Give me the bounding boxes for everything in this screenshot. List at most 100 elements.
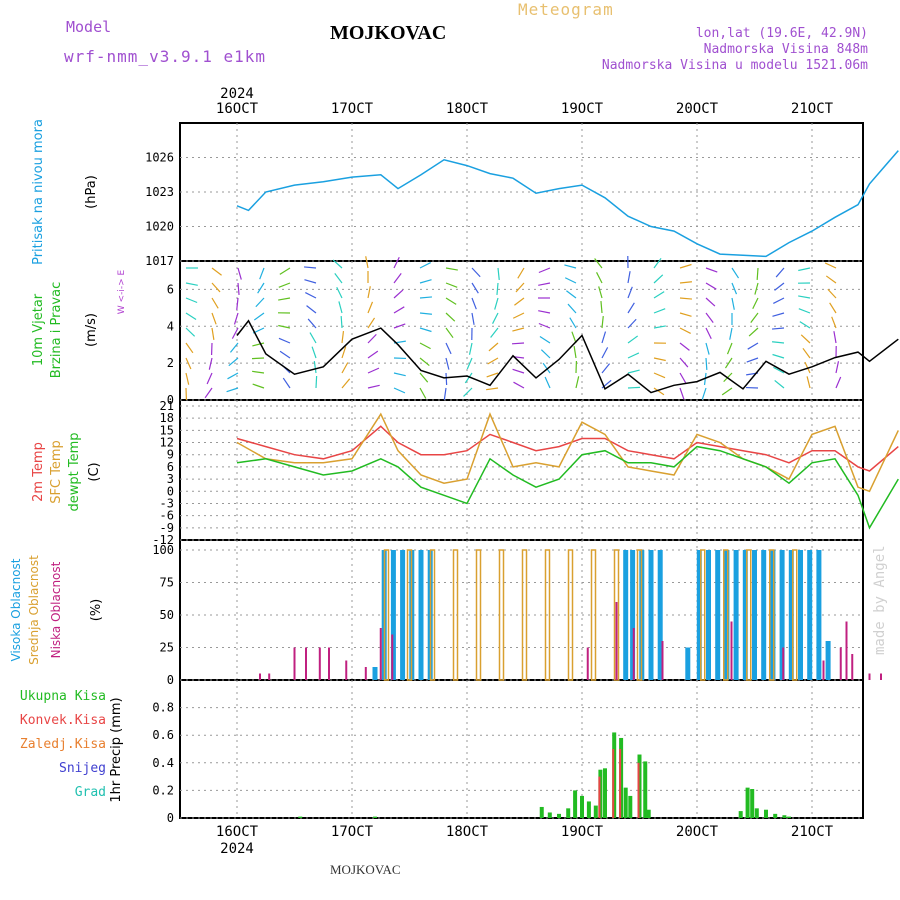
wind-arrow — [393, 289, 404, 299]
wind-arrow — [497, 267, 500, 280]
cloud-bar-mid — [590, 549, 597, 681]
precip-legend-item: Snijeg — [59, 761, 106, 776]
wind-arrow — [208, 357, 213, 370]
wind-arrow — [774, 379, 785, 389]
temperature-ytick: 3 — [167, 472, 174, 486]
cloud-bar-mid — [769, 549, 775, 681]
precip-bar-total — [580, 795, 584, 818]
wind-arrow — [341, 378, 351, 389]
temperature-ytick: -12 — [152, 533, 174, 547]
precip-bar-total — [782, 815, 787, 818]
wind-arrow — [443, 387, 447, 400]
year-label-bottom: 2024 — [220, 841, 254, 857]
cloud-bar-mid — [723, 549, 729, 681]
precip-bar-total — [603, 768, 607, 818]
precip-bar-conv — [612, 749, 615, 818]
cloud-bar-high — [630, 550, 636, 680]
wind-arrow — [750, 312, 759, 323]
cloud-bar-low — [615, 602, 618, 680]
wind-arrow — [419, 387, 427, 399]
wind-arrow — [185, 282, 198, 286]
wind-arrow — [798, 267, 811, 272]
wind-arrow — [731, 282, 738, 295]
wind-arrow — [705, 342, 710, 355]
wind-arrow — [486, 372, 499, 378]
cloud-bar-mid — [498, 549, 505, 681]
cloud-bar-high — [657, 550, 663, 680]
cloud-bar-mid — [746, 549, 752, 681]
wind-arrow — [731, 267, 740, 279]
wind-arrow — [419, 296, 433, 299]
pressure-ytick: 1023 — [145, 185, 174, 199]
temperature-ytick: 21 — [160, 399, 174, 413]
wind-arrow — [653, 372, 666, 379]
wind-arrow — [252, 342, 265, 347]
precip-bar-total — [754, 808, 759, 818]
cloud-title-2: Srednja Oblacnost — [27, 555, 41, 665]
wind-arrow — [471, 282, 479, 294]
wind-arrow — [490, 327, 499, 338]
wind-arrow — [627, 369, 640, 374]
wind-arrow — [309, 332, 317, 344]
pressure-unit: (hPa) — [84, 175, 99, 209]
wind-arrow — [279, 350, 291, 359]
precip-bar-total — [773, 813, 778, 818]
temp-title-2: SFC Temp — [49, 440, 64, 504]
temperature-ytick: -9 — [160, 521, 174, 535]
wind-arrow — [419, 327, 432, 333]
wind-arrow — [367, 350, 379, 359]
date-label-top: 18OCT — [446, 101, 489, 117]
precip-bar-total — [764, 809, 768, 818]
date-label-top: 21OCT — [791, 101, 834, 117]
wind-arrow — [627, 286, 633, 299]
cloud-bar-mid — [567, 549, 574, 681]
wind-arrow — [306, 305, 317, 314]
wind-arrow — [228, 357, 239, 367]
precip-legend-item: Grad — [75, 785, 106, 800]
wind-arrow — [487, 357, 499, 365]
wind-arrow — [341, 362, 349, 374]
wind-arrow — [772, 341, 785, 344]
temp-unit: (C) — [87, 462, 102, 481]
temperature-ytick: 0 — [167, 484, 174, 498]
wind-arrow — [445, 327, 454, 339]
wind-arrow — [340, 315, 343, 329]
wind-arrow — [799, 321, 811, 329]
wind-arrow — [252, 370, 265, 374]
temp-line-1 — [236, 412, 899, 493]
wind-arrow — [705, 267, 718, 273]
precip-bar-total — [298, 816, 303, 818]
wind-speed-line — [236, 319, 899, 394]
cloud-bar-high — [798, 550, 803, 680]
precip-ytick: 0.2 — [152, 783, 174, 797]
wind-arrow — [514, 297, 525, 306]
wind-arrow — [721, 387, 733, 396]
temperature-ytick: 15 — [160, 423, 174, 437]
wind-arrow — [513, 381, 525, 389]
date-label-top: 17OCT — [331, 101, 374, 117]
wind-arrow — [393, 387, 406, 394]
wind-arrow — [303, 266, 317, 269]
precip-bar-total — [566, 808, 571, 818]
temperature-ytick: -6 — [160, 509, 174, 523]
temperature-ytick: 9 — [167, 448, 174, 462]
wind-arrow — [567, 303, 577, 314]
precip-bar-conv — [619, 749, 622, 818]
wind-arrow — [627, 352, 640, 359]
cloud-bar-low — [328, 647, 330, 680]
precip-bar-total — [593, 805, 598, 818]
wind-arrow — [512, 327, 525, 332]
cloud-bar-high — [788, 550, 794, 680]
precip-ytick: 0.8 — [152, 701, 174, 715]
wind-arrow — [341, 331, 345, 344]
wind-arrow — [538, 282, 551, 286]
cloud-bar-mid — [521, 549, 528, 681]
date-label-bottom: 18OCT — [446, 824, 489, 840]
wind-arrow — [445, 267, 458, 271]
precip-ytick: 0.4 — [152, 756, 174, 770]
wind-arrow — [601, 363, 611, 374]
wind-arrow — [571, 331, 577, 344]
wind-arrow — [596, 272, 603, 284]
wind-arrow — [393, 273, 402, 284]
